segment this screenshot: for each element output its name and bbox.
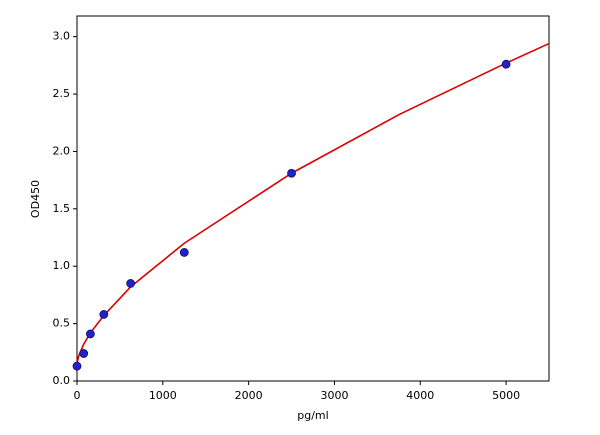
- data-point: [79, 349, 89, 358]
- x-tick-label: 3000: [320, 389, 348, 402]
- y-tick-label: 2.0: [53, 144, 71, 157]
- x-axis-label: pg/ml: [297, 409, 328, 422]
- data-point: [126, 279, 136, 288]
- y-axis-label: OD450: [29, 180, 42, 218]
- fit-curve: [76, 42, 550, 364]
- data-point: [72, 361, 82, 371]
- data-point: [86, 329, 95, 339]
- data-point: [99, 310, 109, 319]
- plot-frame: [76, 15, 550, 382]
- y-tick-label: 1.0: [53, 259, 71, 272]
- x-tick-label: 4000: [406, 389, 434, 402]
- data-point: [287, 168, 296, 178]
- x-tick-label: 0: [74, 389, 81, 402]
- data-point: [179, 248, 189, 257]
- data-point: [501, 59, 511, 69]
- y-tick-label: 0.5: [53, 317, 71, 330]
- y-tick-label: 3.0: [53, 30, 71, 43]
- x-tick-label: 2000: [235, 389, 263, 402]
- y-tick-label: 1.5: [53, 202, 71, 215]
- y-tick-label: 0.0: [53, 374, 71, 387]
- x-tick-label: 1000: [149, 389, 177, 402]
- y-tick-label: 2.5: [53, 87, 71, 100]
- x-tick-label: 5000: [492, 389, 520, 402]
